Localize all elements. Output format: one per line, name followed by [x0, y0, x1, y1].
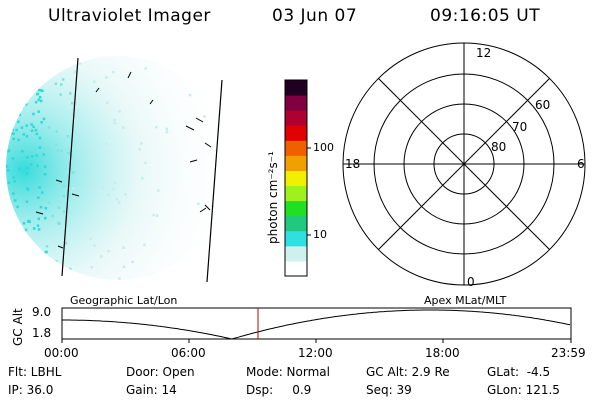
- earth-disk-image: [6, 56, 230, 280]
- filter-status: Flt: LBHL: [8, 365, 62, 379]
- orbit-y-tick-min: 1.8: [32, 326, 52, 340]
- instrument-title: Ultraviolet Imager: [48, 6, 211, 26]
- orbit-y-axis-label: GC Alt: [11, 308, 25, 346]
- gc-alt-status: GC Alt: 2.9 Re: [366, 365, 450, 379]
- orbit-x-tick-2359: 23:59: [551, 346, 586, 360]
- seq-status: Seq: 39: [366, 383, 412, 397]
- orbit-left-title: Geographic Lat/Lon: [70, 294, 178, 307]
- ip-status: IP: 36.0: [8, 383, 54, 397]
- mlat-label-60: 60: [535, 98, 551, 112]
- colorbar-block: [285, 215, 307, 232]
- mlt-label-12: 12: [476, 46, 492, 60]
- colorbar-block: [285, 125, 307, 141]
- glat-status: GLat: -4.5: [487, 365, 551, 379]
- dsp-status: Dsp: 0.9: [246, 383, 312, 397]
- mlat-label-70: 70: [512, 120, 528, 134]
- observation-time: 09:16:05 UT: [430, 6, 541, 26]
- orbit-x-tick-1800: 18:00: [425, 346, 460, 360]
- terminator-line-right: [206, 79, 223, 283]
- colorbar-block: [285, 155, 307, 171]
- colorbar-block: [285, 260, 307, 277]
- colorbar-block: [285, 230, 307, 247]
- colorbar-tick-10: 10: [313, 228, 327, 241]
- mlt-label-6: 6: [577, 157, 585, 171]
- colorbar-block: [285, 170, 307, 187]
- mlat-label-80: 80: [491, 140, 507, 154]
- colorbar-block: [285, 110, 307, 126]
- colorbar-block: [285, 80, 307, 96]
- door-status: Door: Open: [126, 365, 195, 379]
- mlt-label-0: 0: [467, 275, 475, 289]
- colorbar-block: [285, 95, 307, 111]
- orbit-x-tick-1200: 12:00: [298, 346, 333, 360]
- colorbar-block: [285, 245, 307, 262]
- glon-status: GLon: 121.5: [487, 383, 560, 397]
- orbit-y-tick-max: 9.0: [32, 305, 52, 319]
- gain-status: Gain: 14: [126, 383, 177, 397]
- colorbar-tick-100: 100: [313, 141, 334, 154]
- orbit-x-tick-0600: 06:00: [171, 346, 206, 360]
- colorbar-block: [285, 140, 307, 156]
- orbit-right-title: Apex MLat/MLT: [424, 294, 507, 307]
- terminator-line-left: [61, 57, 79, 277]
- orbit-x-tick-0000: 00:00: [44, 346, 79, 360]
- mlt-label-18: 18: [345, 157, 361, 171]
- observation-date: 03 Jun 07: [272, 6, 358, 26]
- altitude-curve: [62, 309, 571, 340]
- mode-status: Mode: Normal: [246, 365, 330, 379]
- colorbar-block: [285, 185, 307, 202]
- colorbar-block: [285, 200, 307, 217]
